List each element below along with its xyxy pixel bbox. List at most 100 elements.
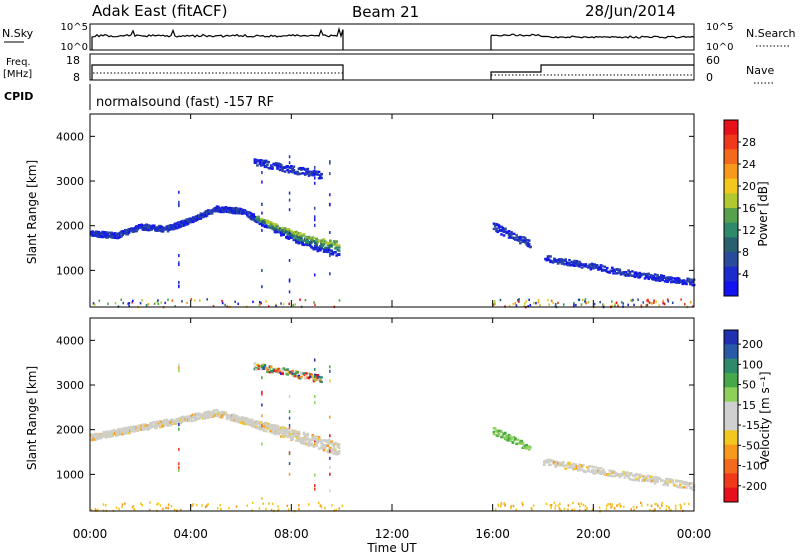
velocity-cell <box>560 463 564 466</box>
x-tick-label: 12:00 <box>375 527 410 541</box>
power-cell <box>302 234 306 237</box>
power-cell <box>604 269 608 272</box>
velocity-cell <box>511 440 515 444</box>
power-speck <box>288 302 291 306</box>
velocity-speck <box>317 501 320 505</box>
velocity-cell <box>207 416 210 419</box>
power-streak <box>261 269 263 273</box>
velocity-cell <box>142 428 146 431</box>
velocity-cell <box>685 481 688 484</box>
power-cell <box>519 242 522 245</box>
velocity-cell <box>306 437 310 440</box>
power-cell <box>312 236 316 240</box>
velocity-cell <box>291 436 294 439</box>
power-cell <box>610 266 614 269</box>
power-streak <box>313 165 316 169</box>
velocity-cell <box>647 474 651 478</box>
power-cell <box>306 172 310 175</box>
colorbar-swatch <box>724 473 738 489</box>
power-cell <box>497 225 501 228</box>
power-cell <box>573 264 576 267</box>
power-cell <box>521 240 525 244</box>
velocity-cell <box>288 433 292 436</box>
velocity-streak <box>261 442 263 446</box>
power-speck <box>599 300 601 304</box>
power-cell <box>121 230 125 233</box>
power-cell <box>568 261 571 265</box>
power-cell <box>565 261 569 264</box>
velocity-streak <box>178 369 180 373</box>
velocity-cell <box>322 448 326 452</box>
velocity-cell <box>661 479 664 482</box>
power-cell <box>252 213 255 216</box>
power-speck <box>93 303 96 306</box>
power-cell <box>330 245 333 248</box>
power-speck <box>160 301 163 304</box>
colorbar-tick-label: -100 <box>742 460 767 473</box>
velocity-cell <box>626 471 629 474</box>
power-cell <box>602 268 605 272</box>
velocity-streak <box>288 426 291 430</box>
velocity-cell <box>573 467 576 471</box>
power-cell <box>665 279 668 282</box>
power-cell <box>495 227 498 231</box>
velocity-cell <box>337 451 341 455</box>
power-cell <box>553 257 556 260</box>
colorbar-swatch <box>724 416 738 431</box>
power-speck <box>122 301 125 305</box>
power-cell <box>274 229 278 232</box>
velocity-speck <box>331 504 333 507</box>
velocity-cell <box>235 415 239 418</box>
power-speck <box>190 298 193 301</box>
power-speck <box>667 300 670 303</box>
velocity-cell <box>607 472 610 476</box>
power-cell <box>254 161 258 164</box>
power-speck <box>174 305 177 308</box>
velocity-speck <box>640 504 643 507</box>
velocity-cell <box>308 375 312 378</box>
velocity-cell <box>623 476 627 479</box>
power-speck <box>304 298 307 302</box>
velocity-speck <box>580 502 583 505</box>
power-cell <box>127 231 131 234</box>
power-cell <box>246 214 249 217</box>
velocity-cell <box>556 463 560 467</box>
power-cell <box>493 225 497 228</box>
velocity-speck <box>121 503 124 506</box>
velocity-cell <box>281 372 284 375</box>
velocity-cell <box>492 432 496 436</box>
velocity-speck <box>605 507 608 511</box>
velocity-cell <box>337 443 341 446</box>
power-streak <box>261 180 263 184</box>
colorbar-tick-label: 200 <box>742 338 763 351</box>
power-cell <box>269 221 273 224</box>
velocity-cell <box>286 368 289 371</box>
velocity-streak <box>178 363 180 367</box>
velocity-speck <box>162 507 164 511</box>
power-cell <box>331 253 335 256</box>
power-streak <box>178 254 180 258</box>
freq-strip: Freq. [MHz] 18 8 60 0 Nave <box>3 53 774 84</box>
velocity-cell <box>268 367 272 370</box>
power-cell <box>277 164 281 168</box>
power-streak <box>313 206 316 210</box>
power-speck <box>92 302 95 305</box>
power-speck <box>692 305 694 308</box>
velocity-cell <box>96 432 99 436</box>
power-cell <box>112 235 116 238</box>
velocity-streak <box>313 483 316 487</box>
power-cell <box>199 217 203 220</box>
power-cell <box>97 230 101 234</box>
power-speck <box>294 303 296 306</box>
cpid-text: normalsound (fast) -157 RF <box>96 95 274 110</box>
power-cell <box>258 160 262 163</box>
velocity-cell <box>626 474 629 477</box>
power-speck <box>527 305 529 308</box>
power-speck <box>640 304 643 307</box>
velocity-cell <box>315 378 318 381</box>
velocity-cell <box>248 419 252 422</box>
power-cell <box>281 168 284 171</box>
velocity-streak <box>288 410 291 414</box>
power-cell <box>327 246 331 249</box>
velocity-cell <box>276 424 279 428</box>
